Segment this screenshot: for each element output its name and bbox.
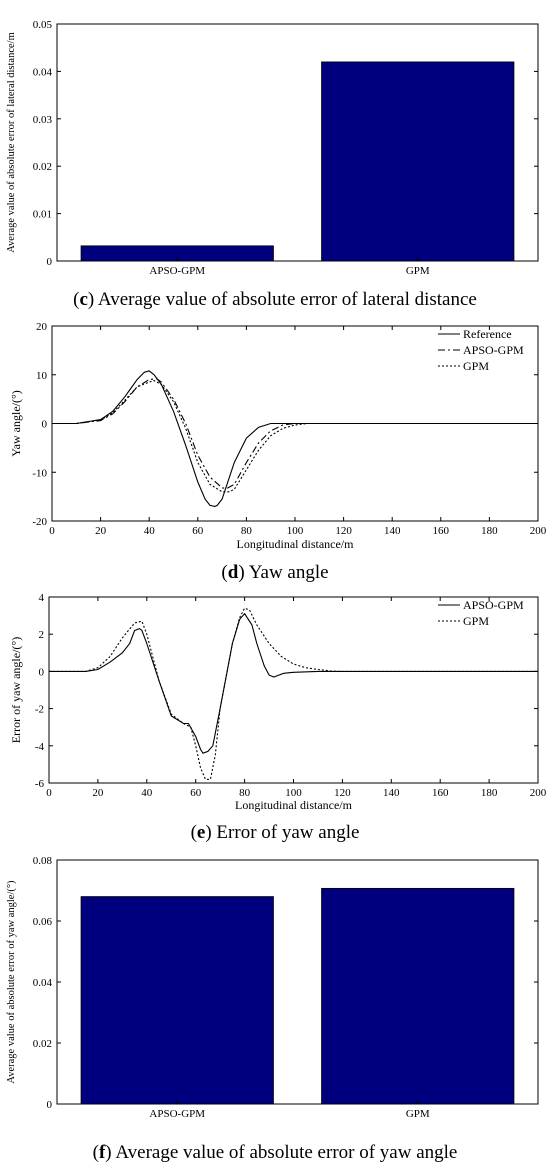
caption-f: (f) Average value of absolute error of y… [93, 1142, 458, 1163]
series-line-reference [52, 370, 538, 507]
y-tick-label: 0 [47, 1099, 53, 1111]
chart-d: 0 20 40 60 80 100 120 140 160 180 200 -20 -10 0 10 20 Lo… [9, 321, 547, 583]
y-tick-label: 0.08 [33, 855, 53, 867]
x-tick-label: 120 [334, 787, 351, 799]
series-line-apso-gpm [52, 378, 538, 489]
series-line-gpm [49, 607, 538, 780]
series-line-gpm [52, 380, 538, 493]
legend-label-apso-gpm: APSO-GPM [463, 343, 524, 357]
y-axis-label: Yaw angle/(°) [9, 390, 23, 457]
caption-e: (e) Error of yaw angle [191, 822, 360, 843]
y-tick-label: 0.02 [33, 1038, 52, 1050]
x-tick-label: 80 [241, 525, 253, 537]
x-tick-label: GPM [406, 1108, 430, 1120]
series-line-apso-gpm [49, 612, 538, 754]
y-tick-label: -4 [35, 741, 45, 753]
bar-gpm [321, 887, 515, 1105]
y-axis-label: Average value of absolute error of later… [6, 32, 17, 253]
y-tick-label: 0.06 [33, 916, 53, 928]
caption-d: (d) Yaw angle [221, 562, 328, 583]
chart-e: 0 20 40 60 80 100 120 140 160 180 200 -6 -4 -2 0 2 4 Long… [9, 592, 547, 843]
x-tick-label: 100 [287, 525, 304, 537]
x-tick-label: 160 [433, 525, 450, 537]
x-tick-label: 160 [432, 787, 449, 799]
x-tick-label: 200 [530, 787, 547, 799]
y-tick-label: 20 [36, 321, 48, 333]
x-tick-label: 20 [92, 787, 104, 799]
x-axis-label: Longitudinal distance/m [237, 537, 355, 551]
x-tick-label: 80 [239, 787, 251, 799]
x-tick-label: 180 [481, 787, 498, 799]
y-tick-label: -6 [35, 778, 45, 790]
x-tick-label: 0 [49, 525, 55, 537]
y-tick-label: 10 [36, 370, 48, 382]
y-axis-label: Average value of absolute error of yaw a… [6, 880, 17, 1084]
plot-frame [56, 23, 539, 262]
y-tick-label: 0.04 [33, 66, 53, 78]
y-tick-label: 4 [39, 592, 45, 604]
y-tick-label: 0 [39, 666, 45, 678]
y-tick-label: 0.02 [33, 161, 52, 173]
caption-c: (c) Average value of absolute error of l… [73, 289, 477, 310]
y-tick-label: 0.04 [33, 977, 53, 989]
chart-f: 0 0.02 0.04 0.06 0.08 APSO-GPM GPM Average valu… [6, 855, 539, 1163]
legend-label-reference: Reference [463, 327, 512, 341]
x-tick-label: 100 [285, 787, 302, 799]
y-tick-label: 0.03 [33, 114, 53, 126]
x-tick-label: 40 [144, 525, 156, 537]
x-tick-label: 180 [481, 525, 498, 537]
x-tick-label: 40 [141, 787, 153, 799]
y-tick-label: -2 [35, 704, 44, 716]
x-tick-label: 200 [530, 525, 547, 537]
x-tick-label: 60 [190, 787, 202, 799]
legend-label-gpm: GPM [463, 359, 489, 373]
x-tick-label: 60 [192, 525, 204, 537]
x-axis-label: Longitudinal distance/m [235, 798, 353, 812]
y-tick-label: 2 [39, 629, 45, 641]
y-tick-label: 0.05 [33, 19, 53, 31]
y-tick-label: -20 [32, 516, 47, 528]
x-tick-label: 140 [384, 525, 401, 537]
x-tick-label: 140 [383, 787, 400, 799]
y-tick-label: 0 [47, 256, 53, 268]
x-tick-label: GPM [406, 265, 430, 277]
y-axis-label: Error of yaw angle/(°) [9, 637, 23, 743]
bar-gpm [321, 61, 515, 262]
legend-label-gpm: GPM [463, 614, 489, 628]
x-tick-label: 120 [335, 525, 352, 537]
legend-label-apso-gpm: APSO-GPM [463, 598, 524, 612]
x-tick-label: APSO-GPM [149, 1108, 205, 1120]
bar-apso-gpm [80, 896, 274, 1105]
x-tick-label: 20 [95, 525, 107, 537]
x-tick-label: APSO-GPM [149, 265, 205, 277]
y-tick-label: 0 [42, 419, 48, 431]
chart-c: 0 0.01 0.02 0.03 0.04 0.05 APSO-GPM GPM Average … [6, 19, 539, 310]
y-tick-label: -10 [32, 467, 47, 479]
y-tick-label: 0.01 [33, 209, 52, 221]
x-tick-label: 0 [46, 787, 52, 799]
